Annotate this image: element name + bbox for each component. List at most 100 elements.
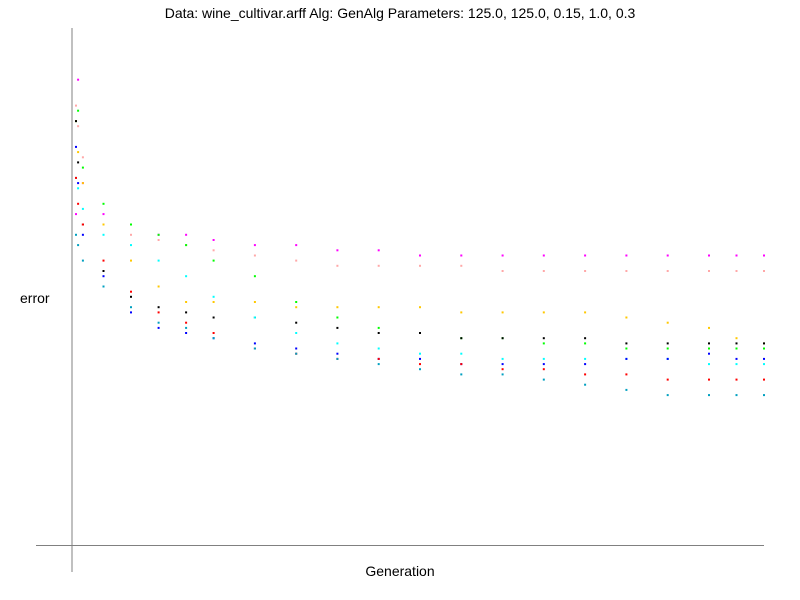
data-point xyxy=(77,244,80,247)
data-point xyxy=(77,151,80,154)
data-point xyxy=(542,270,545,272)
data-point xyxy=(735,357,738,360)
data-point xyxy=(77,202,80,205)
data-point xyxy=(157,311,160,314)
data-point xyxy=(735,270,738,272)
data-point xyxy=(763,363,765,366)
data-point xyxy=(666,357,669,360)
data-point xyxy=(336,306,339,309)
data-point xyxy=(501,311,504,314)
data-point xyxy=(625,316,628,319)
data-point xyxy=(763,254,765,257)
data-point xyxy=(460,311,463,314)
data-point xyxy=(130,311,132,314)
data-point xyxy=(157,259,160,262)
data-point xyxy=(295,244,298,247)
data-point xyxy=(625,373,628,376)
data-point xyxy=(666,270,669,272)
data-point xyxy=(419,352,421,355)
data-point xyxy=(708,363,710,366)
data-point xyxy=(81,166,84,169)
data-point xyxy=(130,306,132,309)
data-point xyxy=(336,357,339,360)
data-point xyxy=(460,352,463,355)
data-point xyxy=(81,182,84,185)
data-point xyxy=(377,347,380,350)
data-point xyxy=(542,337,545,340)
data-point xyxy=(625,388,628,391)
data-point xyxy=(584,373,587,376)
data-point xyxy=(584,357,587,360)
data-point xyxy=(81,207,84,210)
data-point xyxy=(185,244,188,247)
data-point xyxy=(419,332,421,334)
data-point xyxy=(102,270,105,272)
data-point xyxy=(185,326,188,329)
data-point xyxy=(75,213,77,216)
data-point xyxy=(81,233,84,236)
data-point xyxy=(157,239,160,241)
data-point xyxy=(295,352,298,355)
data-point xyxy=(102,223,105,226)
data-point xyxy=(377,264,380,267)
data-point xyxy=(419,254,421,257)
data-point xyxy=(501,368,504,371)
data-point xyxy=(185,321,188,324)
data-point xyxy=(253,316,256,319)
data-point xyxy=(75,104,77,107)
data-point xyxy=(377,357,380,360)
chart-title: Data: wine_cultivar.arff Alg: GenAlg Par… xyxy=(164,5,636,21)
data-point xyxy=(212,239,215,241)
data-point xyxy=(295,321,298,324)
data-point xyxy=(157,321,160,324)
data-point xyxy=(666,254,669,257)
data-point xyxy=(102,275,105,278)
data-point xyxy=(130,233,132,236)
x-axis-label: Generation xyxy=(365,563,435,579)
data-point xyxy=(708,352,710,355)
data-point xyxy=(708,326,710,329)
data-point xyxy=(212,316,215,319)
data-point xyxy=(735,378,738,381)
data-point xyxy=(102,213,105,216)
data-point xyxy=(212,332,215,334)
data-point xyxy=(666,394,669,397)
data-point xyxy=(584,254,587,257)
data-point xyxy=(157,306,160,309)
data-point xyxy=(185,311,188,314)
axes xyxy=(36,28,764,572)
data-point xyxy=(542,368,545,371)
data-point xyxy=(763,357,765,360)
data-point xyxy=(336,316,339,319)
data-point xyxy=(102,285,105,288)
data-point xyxy=(102,202,105,205)
data-point xyxy=(735,254,738,257)
data-point xyxy=(212,249,215,252)
data-point xyxy=(666,378,669,381)
data-point xyxy=(584,270,587,272)
data-point xyxy=(542,311,545,314)
data-point xyxy=(666,321,669,324)
data-point xyxy=(584,311,587,314)
data-points xyxy=(75,78,765,397)
data-point xyxy=(185,332,188,334)
data-point xyxy=(77,125,80,128)
data-point xyxy=(584,383,587,386)
data-point xyxy=(501,363,504,366)
data-point xyxy=(336,352,339,355)
data-point xyxy=(81,156,84,159)
data-point xyxy=(584,363,587,366)
data-point xyxy=(81,259,84,262)
y-axis-label: error xyxy=(20,290,50,306)
data-point xyxy=(735,347,738,350)
data-point xyxy=(377,363,380,366)
data-point xyxy=(501,373,504,376)
data-point xyxy=(157,326,160,329)
data-point xyxy=(102,259,105,262)
data-point xyxy=(75,145,77,148)
data-point xyxy=(212,301,215,303)
data-point xyxy=(253,244,256,247)
data-point xyxy=(584,342,587,345)
data-point xyxy=(419,357,421,360)
data-point xyxy=(77,109,80,112)
